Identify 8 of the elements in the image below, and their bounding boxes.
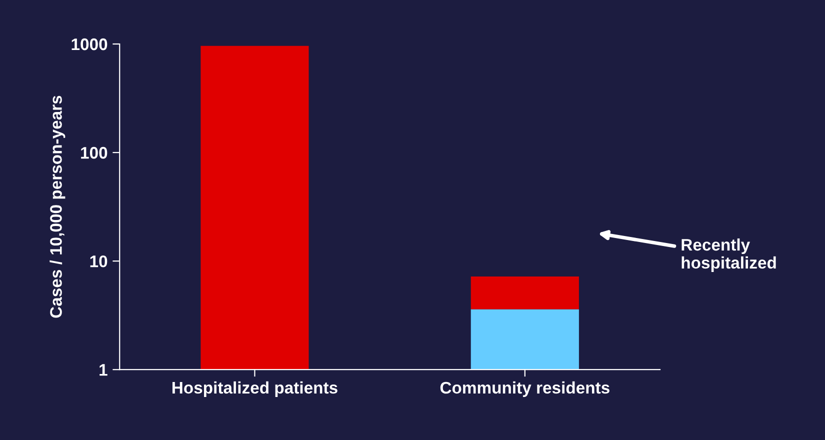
x-tick-label: Hospitalized patients (172, 381, 338, 397)
y-axis-title: Cases / 10,000 person-years (50, 96, 66, 318)
y-tick-label: 1000 (72, 38, 108, 50)
text: Recently hospitalized (682, 238, 776, 272)
y-tick-label: 1 (100, 364, 108, 376)
x-tick-label: Community residents (440, 381, 610, 397)
y-tick-label: 10 (90, 255, 108, 268)
y-tick-label: 100 (81, 146, 108, 159)
